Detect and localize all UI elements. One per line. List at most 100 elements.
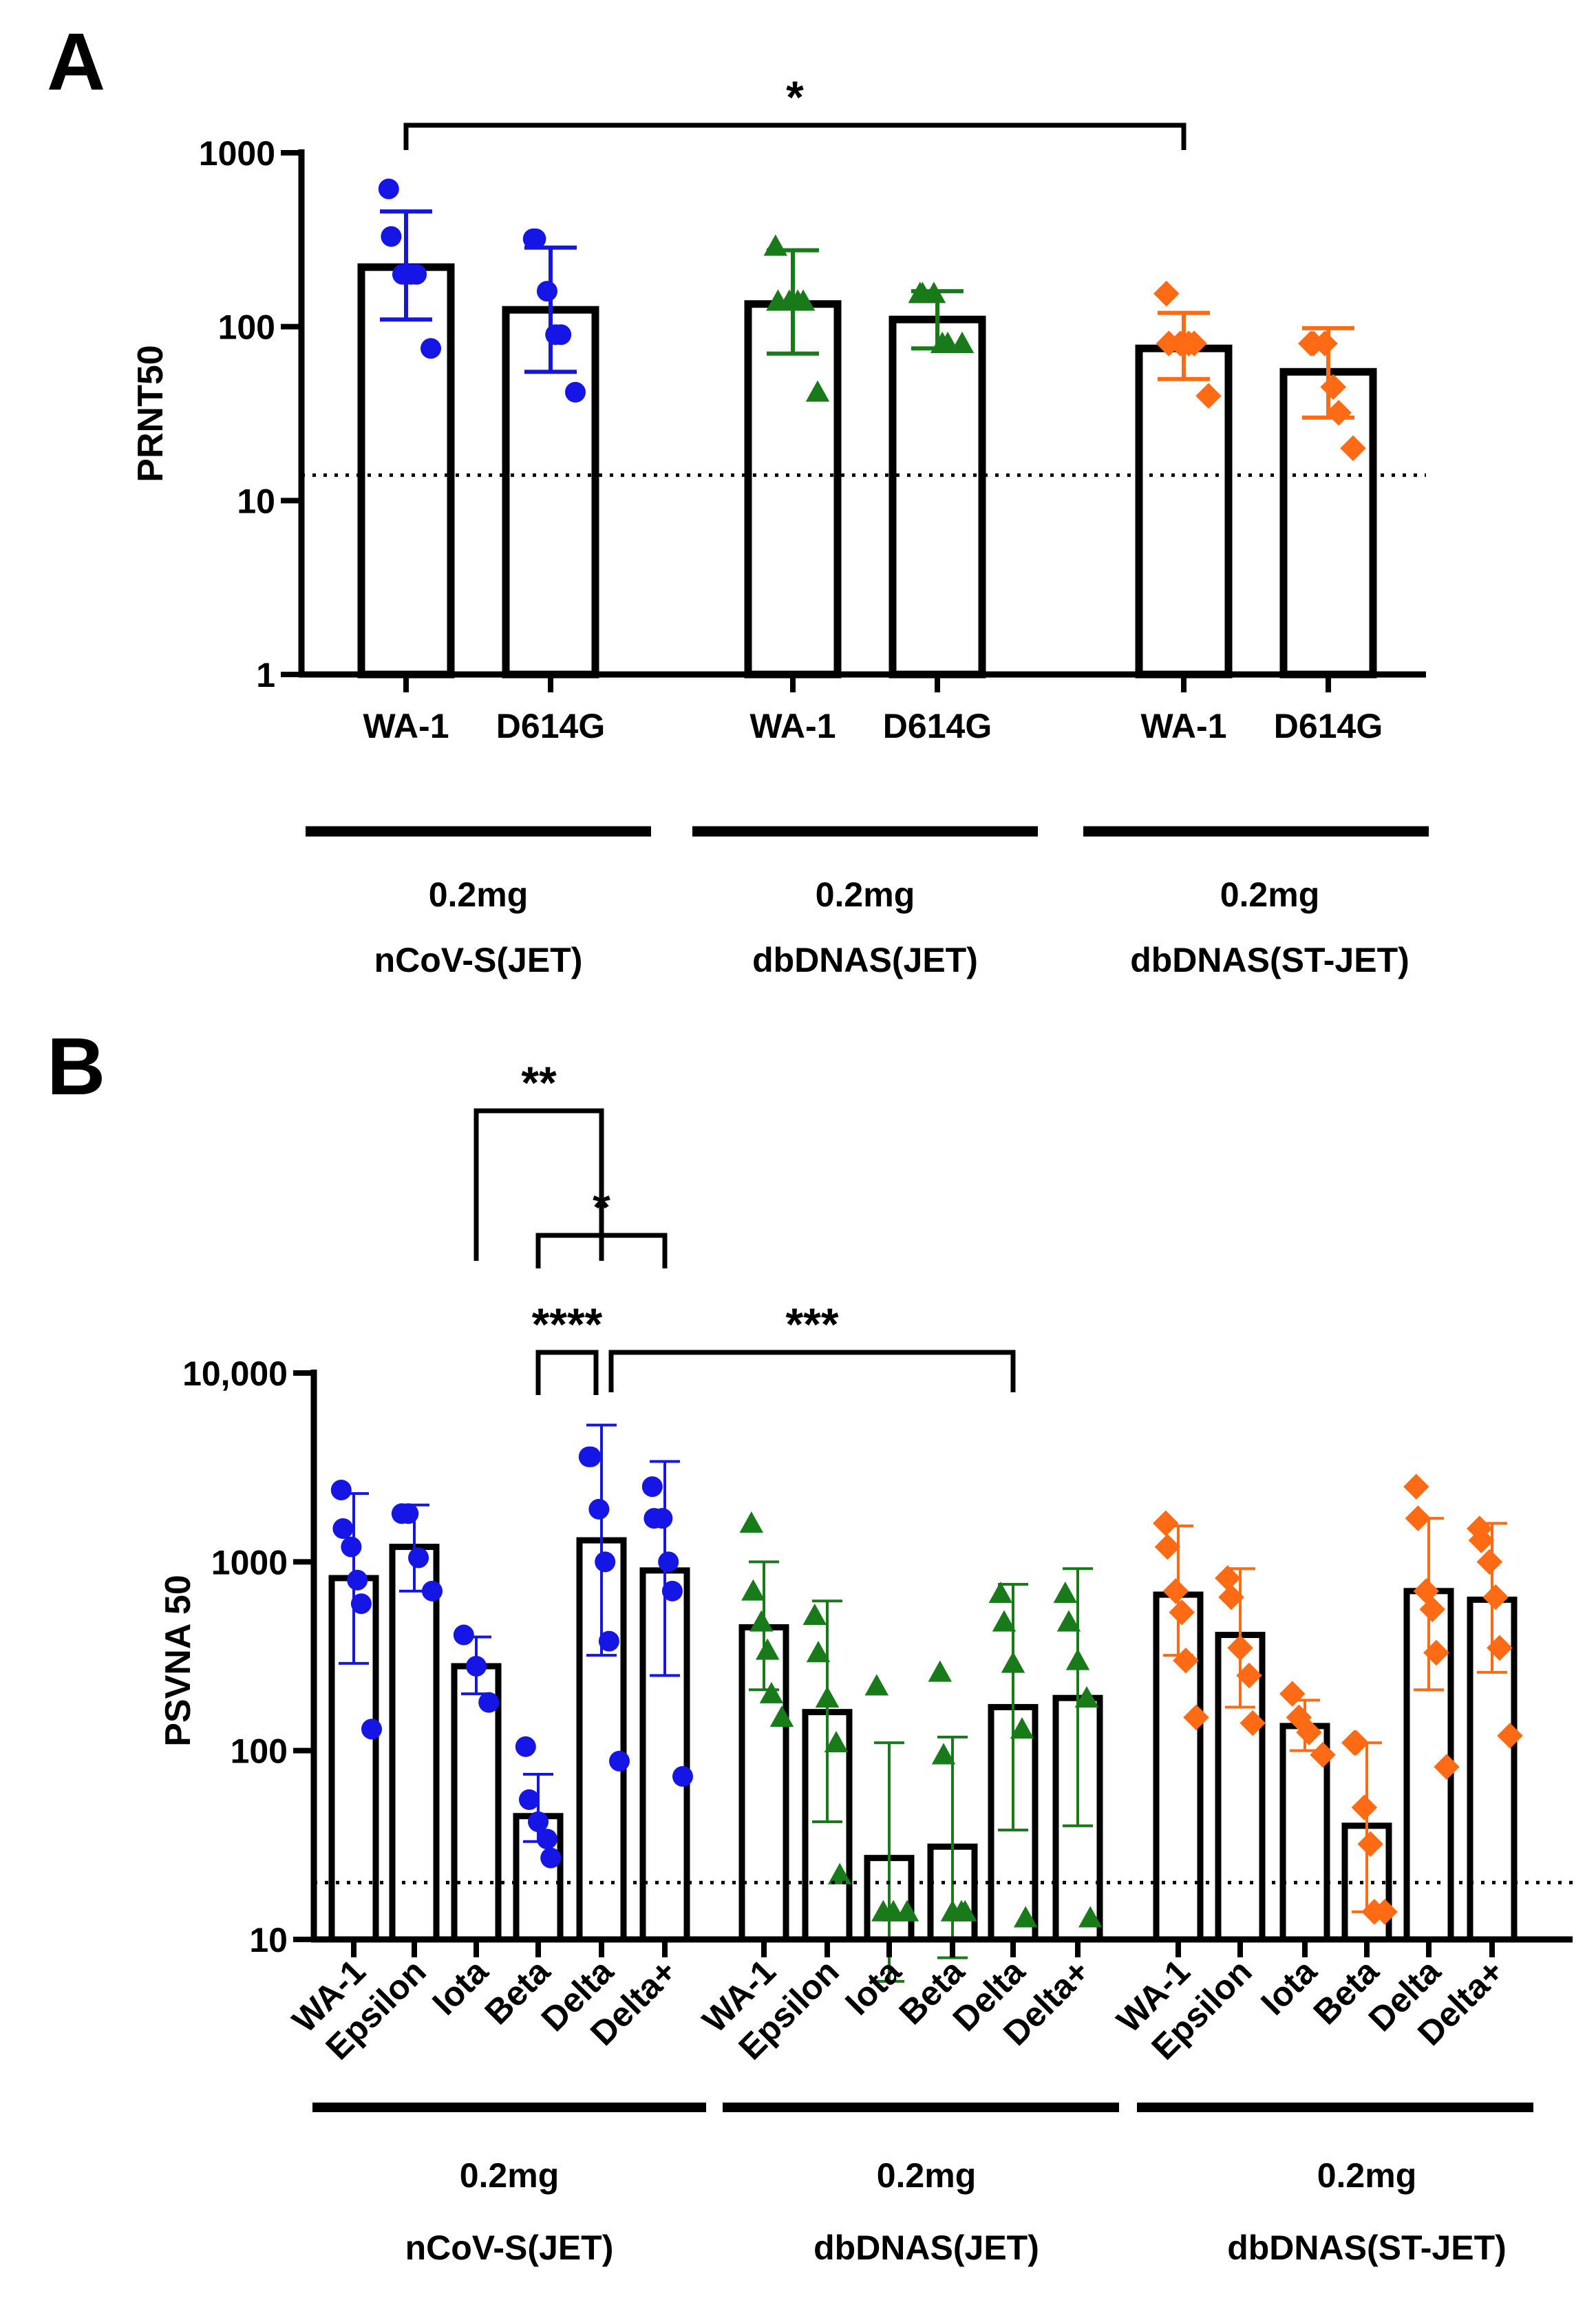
- group-dose-label: 0.2mg: [1220, 875, 1320, 914]
- group-name-label: dbDNAS(ST-JET): [1130, 941, 1409, 979]
- group-dose-label: 0.2mg: [460, 2156, 560, 2195]
- data-point: [536, 281, 557, 302]
- data-point: [341, 1536, 362, 1557]
- significance-stars: ***: [785, 1299, 838, 1350]
- data-point: [992, 1610, 1017, 1632]
- data-point: [381, 226, 402, 247]
- data-point: [1351, 1794, 1378, 1820]
- data-point: [1468, 1527, 1495, 1553]
- data-point: [422, 1580, 443, 1602]
- data-point: [1013, 1906, 1038, 1928]
- data-point: [1173, 1648, 1199, 1674]
- group-name-label: dbDNAS(ST-JET): [1227, 2228, 1507, 2267]
- data-point: [1169, 1599, 1195, 1626]
- data-point: [864, 1674, 889, 1696]
- significance-stars: *: [786, 72, 804, 123]
- data-point: [791, 289, 816, 311]
- data-point: [565, 381, 586, 403]
- panel-b: B 10100100010,000WA-1EpsilonIotaBetaDelt…: [47, 1021, 1573, 2267]
- data-point: [551, 324, 572, 345]
- data-point: [1310, 1742, 1336, 1768]
- significance-stars: ****: [532, 1299, 603, 1350]
- data-point: [421, 338, 441, 359]
- significance-bracket: [535, 1233, 668, 1268]
- data-point: [588, 1498, 610, 1520]
- data-point: [749, 1610, 774, 1632]
- data-point: [1181, 330, 1207, 357]
- group-name-label: nCoV-S(JET): [405, 2228, 614, 2267]
- significance-bracket: [608, 1350, 1016, 1392]
- data-point: [928, 1660, 953, 1682]
- data-point: [598, 1630, 619, 1652]
- x-category-label: WA-1: [363, 707, 449, 745]
- data-point: [827, 1862, 852, 1884]
- data-point: [802, 1603, 827, 1626]
- significance-bracket: [403, 123, 1187, 150]
- group-name-label: nCoV-S(JET): [374, 941, 583, 979]
- data-point: [1487, 1635, 1513, 1661]
- data-point: [1153, 280, 1180, 307]
- data-point: [1279, 1681, 1306, 1707]
- data-point: [406, 264, 427, 285]
- data-point: [525, 228, 546, 250]
- data-point: [361, 1719, 382, 1740]
- data-point: [1296, 1719, 1322, 1745]
- data-point: [824, 1731, 849, 1753]
- data-point: [537, 1829, 557, 1850]
- data-point: [1419, 1596, 1445, 1623]
- bar-dbDNAS(JET)-WA-1: [744, 300, 842, 679]
- data-point: [1372, 1899, 1398, 1925]
- data-point: [609, 1750, 630, 1772]
- y-tick-label: 10,000: [182, 1354, 288, 1393]
- data-point: [806, 1641, 831, 1663]
- data-point: [580, 1446, 602, 1467]
- data-point: [1312, 330, 1338, 357]
- data-point: [1476, 1549, 1503, 1575]
- data-point: [953, 1900, 977, 1922]
- data-point: [763, 234, 788, 256]
- data-point: [540, 1847, 562, 1869]
- data-point: [1218, 1584, 1244, 1610]
- data-point: [1403, 1474, 1429, 1500]
- data-point: [1215, 1565, 1241, 1591]
- group-dose-label: 0.2mg: [877, 2156, 977, 2195]
- x-category-label: D614G: [883, 707, 992, 745]
- y-tick-label: 1000: [199, 134, 275, 173]
- group-dose-label: 0.2mg: [816, 875, 915, 914]
- data-point: [1423, 1639, 1449, 1666]
- data-point: [1239, 1710, 1266, 1736]
- data-point: [1236, 1662, 1262, 1689]
- y-tick-label: 1: [256, 656, 275, 694]
- group-name-label: dbDNAS(JET): [813, 2228, 1039, 2267]
- y-tick-label: 1000: [211, 1543, 288, 1582]
- group-dose-label: 0.2mg: [1317, 2156, 1417, 2195]
- y-tick-label: 100: [231, 1732, 288, 1771]
- data-point: [988, 1582, 1013, 1604]
- group-name-label: dbDNAS(JET): [752, 941, 978, 979]
- data-point: [1056, 1610, 1081, 1632]
- data-point: [759, 1681, 784, 1703]
- y-tick-label: 100: [218, 308, 275, 347]
- data-point: [931, 1743, 956, 1765]
- data-point: [739, 1511, 764, 1533]
- data-point: [641, 1476, 663, 1498]
- y-tick-label: 10: [249, 1921, 288, 1959]
- y-axis-label: PSVNA 50: [158, 1575, 198, 1747]
- data-point: [1153, 1510, 1179, 1537]
- data-point: [1078, 1906, 1103, 1928]
- data-point: [1074, 1685, 1099, 1707]
- data-point: [478, 1692, 500, 1713]
- data-point: [755, 1638, 780, 1660]
- significance-stars: *: [593, 1182, 610, 1233]
- bar-dbDNAS(JET)-D614G: [889, 315, 986, 679]
- bar-nCoV-S(JET)-WA-1: [357, 263, 455, 679]
- data-point: [769, 1705, 794, 1727]
- data-point: [453, 1624, 474, 1646]
- data-point: [1434, 1754, 1460, 1780]
- data-point: [1195, 383, 1222, 409]
- data-point: [595, 1551, 616, 1573]
- data-point: [1320, 374, 1346, 401]
- data-point: [1482, 1584, 1509, 1610]
- data-point: [347, 1569, 368, 1590]
- group-dose-label: 0.2mg: [429, 875, 529, 914]
